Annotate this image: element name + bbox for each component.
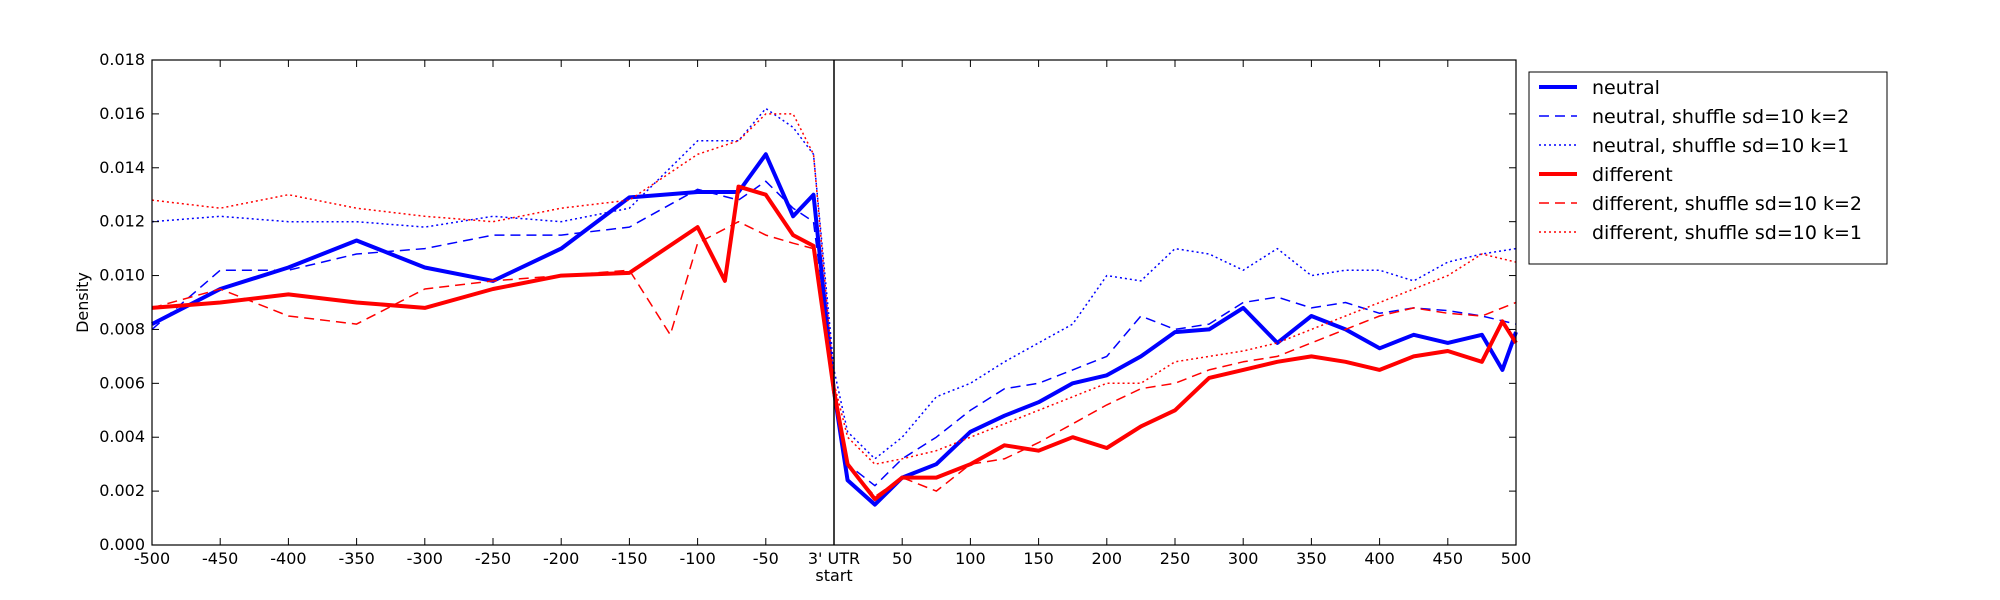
x-tick-label: 200 — [1092, 549, 1123, 568]
series-line-1 — [151, 152, 1518, 507]
x-tick-label: -250 — [475, 549, 511, 568]
y-tick-label: 0.012 — [99, 212, 145, 231]
x-tick-label: 300 — [1228, 549, 1259, 568]
y-axis-label: Density — [73, 272, 92, 333]
legend-box — [1528, 71, 1888, 265]
x-tick-label: -50 — [753, 549, 779, 568]
series-line-6 — [151, 113, 1517, 465]
x-tick-label: -350 — [338, 549, 374, 568]
legend: neutral neutral, shuffle sd=10 k=2 neutral… — [1528, 71, 1888, 265]
x-tick-label: -150 — [611, 549, 647, 568]
legend-label: neutral, shuffle sd=10 k=1 — [1592, 135, 1849, 157]
series-line-2 — [151, 180, 1517, 487]
x-tick-label: 250 — [1160, 549, 1191, 568]
x-tick-label: 450 — [1433, 549, 1464, 568]
y-tick-label: 0.000 — [99, 535, 145, 554]
x-tick-label: 500 — [1501, 549, 1532, 568]
y-tick-label: 0.002 — [99, 481, 145, 500]
x-tick-label: -300 — [407, 549, 443, 568]
y-tick-label: 0.006 — [99, 373, 145, 392]
x-tick-label: -400 — [270, 549, 306, 568]
y-tick-label: 0.008 — [99, 319, 145, 338]
x-tick-sublabel: start — [815, 566, 852, 585]
ticks-layer: -500 -450 -400 -350 -300 -250 -200 -150 -100 -50 3… — [99, 50, 1531, 568]
legend-label: neutral — [1592, 77, 1660, 99]
legend-label: different, shuffle sd=10 k=1 — [1592, 222, 1862, 244]
x-tick-label: 400 — [1364, 549, 1395, 568]
x-tick-label: -450 — [202, 549, 238, 568]
x-tick-label: 50 — [892, 549, 912, 568]
x-tick-label: -200 — [543, 549, 579, 568]
legend-label: different — [1592, 164, 1673, 186]
x-tick-label: 100 — [955, 549, 986, 568]
series-line-5 — [151, 220, 1517, 498]
series-line-4 — [151, 184, 1518, 502]
y-tick-label: 0.010 — [99, 266, 145, 285]
x-tick-label: 350 — [1296, 549, 1327, 568]
series-line-3 — [151, 107, 1517, 460]
y-tick-label: 0.014 — [99, 158, 145, 177]
y-tick-label: 0.018 — [99, 50, 145, 69]
x-tick-label: 3' UTR — [808, 549, 860, 568]
x-tick-label: -500 — [134, 549, 170, 568]
x-tick-label: -100 — [679, 549, 715, 568]
x-tick-label: 150 — [1023, 549, 1054, 568]
y-tick-label: 0.004 — [99, 427, 145, 446]
series-layer — [151, 107, 1518, 507]
legend-label: different, shuffle sd=10 k=2 — [1592, 193, 1862, 215]
y-tick-label: 0.016 — [99, 104, 145, 123]
legend-label: neutral, shuffle sd=10 k=2 — [1592, 106, 1849, 128]
